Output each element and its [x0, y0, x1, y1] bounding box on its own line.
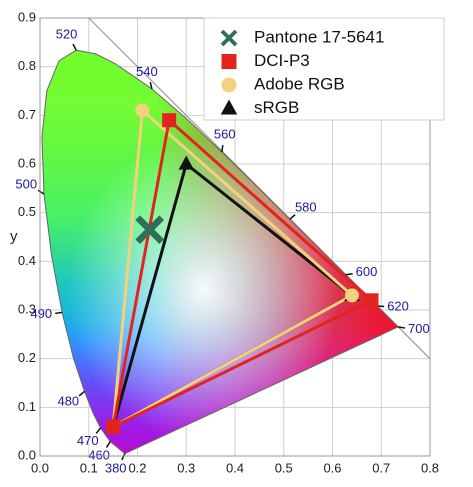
- wavelength-label: 500: [15, 176, 37, 191]
- x-tick-label: 0.8: [421, 460, 439, 475]
- x-tick-label: 0.0: [31, 460, 49, 475]
- wavelength-tick: [122, 454, 125, 460]
- wavelength-tick: [79, 391, 84, 395]
- wavelength-label: 580: [295, 200, 317, 215]
- wavelength-tick: [55, 312, 62, 313]
- x-tick-label: 0.2: [128, 460, 146, 475]
- wavelength-label: 560: [214, 127, 236, 142]
- y-tick-label: 0.7: [18, 107, 36, 122]
- y-tick-label: 0.0: [18, 447, 36, 462]
- wavelength-tick: [38, 190, 44, 194]
- y-axis-label: y: [10, 228, 18, 245]
- y-tick-label: 0.6: [18, 155, 36, 170]
- marker-square: [222, 54, 237, 69]
- x-tick-label: 0.4: [226, 460, 244, 475]
- y-tick-label: 0.5: [18, 204, 36, 219]
- x-tick-label: 0.5: [275, 460, 293, 475]
- legend-label: Pantone 17-5641: [254, 27, 384, 46]
- wavelength-label: 540: [136, 64, 158, 79]
- legend-label: DCI-P3: [254, 51, 310, 70]
- marker-square: [106, 420, 120, 434]
- marker-square: [365, 293, 379, 307]
- legend-label: sRGB: [254, 98, 299, 117]
- wavelength-label: 470: [77, 433, 99, 448]
- wavelength-label: 520: [56, 27, 78, 42]
- wavelength-tick: [222, 145, 223, 152]
- wavelength-tick: [73, 44, 76, 50]
- y-tick-label: 0.9: [18, 9, 36, 24]
- legend-label: Adobe RGB: [254, 74, 345, 93]
- wavelength-label: 700: [408, 321, 430, 336]
- marker-circle: [345, 288, 359, 302]
- wavelength-tick: [290, 215, 295, 220]
- y-tick-label: 0.1: [18, 399, 36, 414]
- x-tick-label: 0.6: [323, 460, 341, 475]
- wavelength-label: 380: [105, 460, 127, 475]
- x-tick-label: 0.7: [372, 460, 390, 475]
- legend: Pantone 17-5641 DCI-P3 Adobe RGB sRGB: [204, 18, 444, 120]
- y-tick-label: 0.2: [18, 350, 36, 365]
- x-tick-label: 0.3: [177, 460, 195, 475]
- wavelength-label: 620: [387, 299, 409, 314]
- wavelength-label: 480: [57, 394, 79, 409]
- x-tick-label: 0.1: [80, 460, 98, 475]
- marker-square: [162, 113, 176, 127]
- wavelength-tick: [346, 274, 353, 275]
- y-tick-label: 0.3: [18, 301, 36, 316]
- y-tick-label: 0.8: [18, 58, 36, 73]
- y-tick-label: 0.4: [18, 253, 36, 268]
- wavelength-label: 600: [356, 264, 378, 279]
- marker-circle: [135, 103, 149, 117]
- marker-circle: [222, 78, 237, 93]
